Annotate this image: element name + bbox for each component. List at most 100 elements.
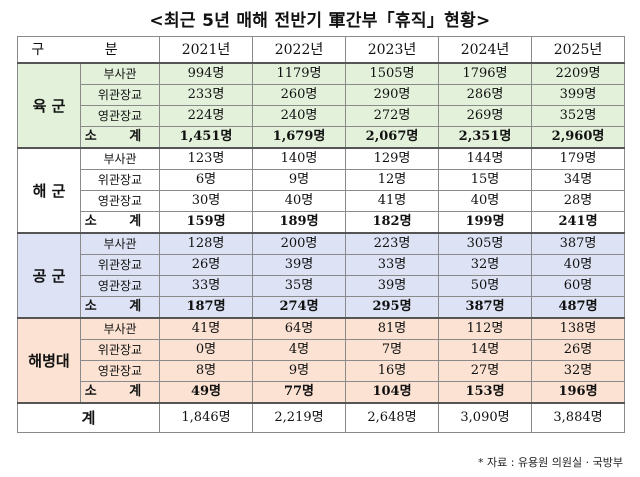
table-cell: 140명 bbox=[252, 147, 346, 170]
subtotal-label: 소 계 bbox=[80, 211, 160, 234]
table-cell: 60명 bbox=[531, 275, 625, 297]
subtotal-cell: 199명 bbox=[438, 211, 532, 234]
table-cell: 128명 bbox=[159, 232, 253, 255]
table-cell: 41명 bbox=[159, 317, 253, 340]
table-cell: 15명 bbox=[438, 169, 532, 191]
total-label: 계 bbox=[17, 402, 160, 433]
table-cell: 269명 bbox=[438, 105, 532, 127]
total-cell: 2,648명 bbox=[345, 402, 439, 433]
table-cell: 40명 bbox=[531, 254, 625, 276]
table-cell: 6명 bbox=[159, 169, 253, 191]
subtotal-label: 소 계 bbox=[80, 296, 160, 319]
subtotal-cell: 77명 bbox=[252, 381, 346, 404]
branch-label: 육 군 bbox=[17, 62, 81, 149]
page-title: <최근 5년 매해 전반기 軍간부「휴직」현황> bbox=[149, 11, 491, 31]
table-row: 위관장교 0명 4명 7명 14명 26명 bbox=[18, 339, 625, 361]
rank-label: 영관장교 bbox=[80, 105, 160, 127]
subtotal-label: 소 계 bbox=[80, 381, 160, 404]
table-row: 영관장교 224명 240명 272명 269명 352명 bbox=[18, 105, 625, 127]
table-cell: 39명 bbox=[345, 275, 439, 297]
branch-label: 해 군 bbox=[17, 147, 81, 234]
table-cell: 138명 bbox=[531, 317, 625, 340]
table-row: 영관장교 8명 9명 16명 27명 32명 bbox=[18, 360, 625, 382]
header-year: 2023년 bbox=[345, 36, 439, 64]
rank-label: 영관장교 bbox=[80, 360, 160, 382]
table-cell: 14명 bbox=[438, 339, 532, 361]
subtotal-cell: 49명 bbox=[159, 381, 253, 404]
table-cell: 129명 bbox=[345, 147, 439, 170]
rank-label: 위관장교 bbox=[80, 169, 160, 191]
rank-label: 부사관 bbox=[80, 232, 160, 255]
table-row: 위관장교 233명 260명 290명 286명 399명 bbox=[18, 84, 625, 106]
source-note: * 자료 : 유용원 의원실 · 국방부 bbox=[477, 456, 623, 469]
rank-label: 영관장교 bbox=[80, 275, 160, 297]
subtotal-row: 소 계 1,451명 1,679명 2,067명 2,351명 2,960명 bbox=[18, 126, 625, 149]
subtotal-cell: 1,451명 bbox=[159, 126, 253, 149]
table-cell: 16명 bbox=[345, 360, 439, 382]
subtotal-cell: 189명 bbox=[252, 211, 346, 234]
subtotal-row: 소 계 49명 77명 104명 153명 196명 bbox=[18, 381, 625, 404]
table-cell: 2209명 bbox=[531, 62, 625, 85]
table-row: 육 군 부사관 994명 1179명 1505명 1796명 2209명 bbox=[17, 62, 625, 149]
table-row: 해 군 부사관 123명 140명 129명 144명 179명 bbox=[17, 147, 625, 234]
table-cell: 387명 bbox=[531, 232, 625, 255]
table-cell: 1796명 bbox=[438, 62, 532, 85]
rank-label: 위관장교 bbox=[80, 254, 160, 276]
table-row: 해병대 부사관 41명 64명 81명 112명 138명 bbox=[17, 317, 625, 404]
table-cell: 123명 bbox=[159, 147, 253, 170]
table-cell: 34명 bbox=[531, 169, 625, 191]
table-cell: 32명 bbox=[531, 360, 625, 382]
header-year: 2025년 bbox=[531, 36, 625, 64]
table-cell: 33명 bbox=[159, 275, 253, 297]
rank-label: 부사관 bbox=[80, 62, 160, 85]
table-cell: 290명 bbox=[345, 84, 439, 106]
rank-label: 위관장교 bbox=[80, 84, 160, 106]
table-cell: 26명 bbox=[159, 254, 253, 276]
subtotal-cell: 182명 bbox=[345, 211, 439, 234]
rank-label: 위관장교 bbox=[80, 339, 160, 361]
table-cell: 286명 bbox=[438, 84, 532, 106]
table-cell: 40명 bbox=[438, 190, 532, 212]
table-cell: 223명 bbox=[345, 232, 439, 255]
table-cell: 352명 bbox=[531, 105, 625, 127]
table-cell: 272명 bbox=[345, 105, 439, 127]
table-cell: 8명 bbox=[159, 360, 253, 382]
subtotal-cell: 187명 bbox=[159, 296, 253, 319]
table-cell: 39명 bbox=[252, 254, 346, 276]
subtotal-cell: 153명 bbox=[438, 381, 532, 404]
table-cell: 200명 bbox=[252, 232, 346, 255]
subtotal-cell: 196명 bbox=[531, 381, 625, 404]
table-cell: 40명 bbox=[252, 190, 346, 212]
subtotal-cell: 2,960명 bbox=[531, 126, 625, 149]
total-cell: 1,846명 bbox=[159, 402, 253, 433]
subtotal-cell: 487명 bbox=[531, 296, 625, 319]
table-cell: 7명 bbox=[345, 339, 439, 361]
subtotal-cell: 241명 bbox=[531, 211, 625, 234]
table-cell: 112명 bbox=[438, 317, 532, 340]
table-cell: 50명 bbox=[438, 275, 532, 297]
rank-label: 부사관 bbox=[80, 147, 160, 170]
table-cell: 33명 bbox=[345, 254, 439, 276]
table-body: 육 군 부사관 994명 1179명 1505명 1796명 2209명 위관장교 233명 26… bbox=[17, 62, 625, 404]
table-cell: 26명 bbox=[531, 339, 625, 361]
total-row: 계 1,846명 2,219명 2,648명 3,090명 3,884명 bbox=[17, 402, 625, 433]
subtotal-cell: 2,067명 bbox=[345, 126, 439, 149]
table-row: 위관장교 26명 39명 33명 32명 40명 bbox=[18, 254, 625, 276]
rank-label: 부사관 bbox=[80, 317, 160, 340]
subtotal-label: 소 계 bbox=[80, 126, 160, 149]
table-cell: 4명 bbox=[252, 339, 346, 361]
table-cell: 399명 bbox=[531, 84, 625, 106]
header-label: 구 분 bbox=[17, 36, 160, 64]
table-cell: 224명 bbox=[159, 105, 253, 127]
table-cell: 994명 bbox=[159, 62, 253, 85]
table-row: 위관장교 6명 9명 12명 15명 34명 bbox=[18, 169, 625, 191]
table-header-row: 구 분 2021년 2022년 2023년 2024년 2025년 bbox=[17, 36, 625, 64]
table-cell: 260명 bbox=[252, 84, 346, 106]
table-cell: 144명 bbox=[438, 147, 532, 170]
table-cell: 81명 bbox=[345, 317, 439, 340]
total-cell: 3,884명 bbox=[531, 402, 625, 433]
subtotal-cell: 274명 bbox=[252, 296, 346, 319]
subtotal-cell: 295명 bbox=[345, 296, 439, 319]
table-cell: 9명 bbox=[252, 169, 346, 191]
header-year: 2022년 bbox=[252, 36, 346, 64]
